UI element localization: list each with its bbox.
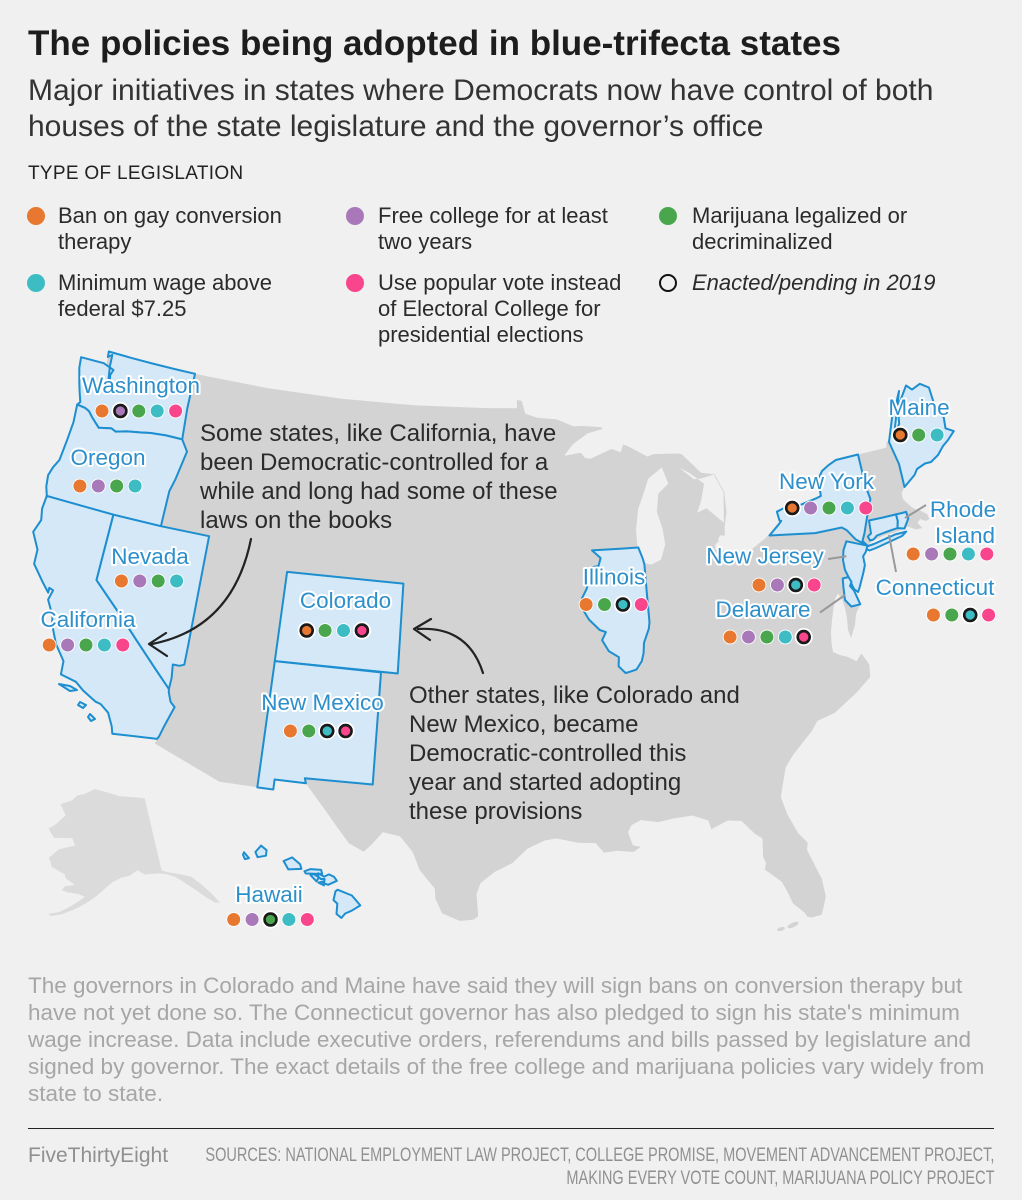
svg-text:Maine: Maine — [888, 395, 949, 420]
svg-text:Colorado: Colorado — [300, 588, 391, 613]
svg-text:Illinois: Illinois — [583, 565, 646, 590]
svg-text:Oregon: Oregon — [70, 445, 145, 470]
svg-text:Rhode: Rhode — [930, 497, 996, 522]
svg-text:New York: New York — [779, 469, 875, 494]
svg-text:Island: Island — [935, 523, 995, 548]
svg-text:Nevada: Nevada — [111, 544, 189, 569]
svg-text:Washington: Washington — [82, 373, 200, 398]
svg-text:California: California — [40, 607, 136, 632]
svg-text:New Mexico: New Mexico — [261, 690, 384, 715]
svg-text:Delaware: Delaware — [715, 597, 810, 622]
svg-text:Hawaii: Hawaii — [235, 882, 303, 907]
svg-text:New Jersey: New Jersey — [706, 544, 824, 569]
svg-text:Connecticut: Connecticut — [876, 575, 996, 600]
